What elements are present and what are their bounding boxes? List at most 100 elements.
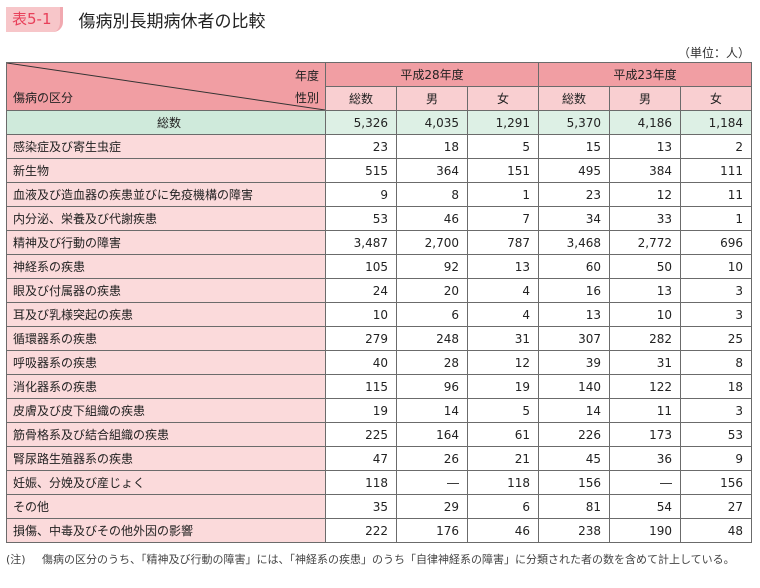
col-header: 女 [467, 86, 539, 111]
cell: 46 [467, 518, 539, 543]
col-header: 総数 [538, 86, 610, 111]
cell: 118 [325, 470, 397, 495]
table-row: 神経系の疾患 105 92 13 60 50 10 [6, 254, 752, 279]
cell: 173 [609, 422, 681, 447]
cell: 156 [538, 470, 610, 495]
cell: 18 [396, 134, 468, 159]
cell: 226 [538, 422, 610, 447]
cell: ― [609, 470, 681, 495]
table-row: 損傷、中毒及びその他外因の影響 222 176 46 238 190 48 [6, 518, 752, 543]
cell: 10 [325, 302, 397, 327]
cell: 176 [396, 518, 468, 543]
cell: ― [396, 470, 468, 495]
cell: 364 [396, 158, 468, 183]
cell: 60 [538, 254, 610, 279]
diagonal-line [7, 63, 325, 110]
cell: 1,291 [467, 110, 539, 135]
cell: 4,035 [396, 110, 468, 135]
cell: 6 [467, 494, 539, 519]
title-row: 表5-1 傷病別長期病休者の比較 [6, 6, 266, 32]
cell: 222 [325, 518, 397, 543]
cell: 307 [538, 326, 610, 351]
cell: 21 [467, 446, 539, 471]
cell: 105 [325, 254, 397, 279]
row-label: 消化器系の疾患 [6, 374, 326, 399]
row-label: 血液及び造血器の疾患並びに免疫機構の障害 [6, 182, 326, 207]
comparison-table: 年度 性別 傷病の区分 平成28年度 平成23年度 総数 男 女 総数 男 女 … [6, 62, 752, 543]
table-row: 眼及び付属器の疾患 24 20 4 16 13 3 [6, 278, 752, 303]
cell: 1 [467, 182, 539, 207]
cell: 23 [538, 182, 610, 207]
cell: 25 [680, 326, 752, 351]
cell: 31 [609, 350, 681, 375]
cell: 11 [680, 182, 752, 207]
page-title: 傷病別長期病休者の比較 [78, 11, 266, 32]
table-row: 内分泌、栄養及び代謝疾患 53 46 7 34 33 1 [6, 206, 752, 231]
table-row: 新生物 515 364 151 495 384 111 [6, 158, 752, 183]
cell: 46 [396, 206, 468, 231]
cell: 92 [396, 254, 468, 279]
cell: 787 [467, 230, 539, 255]
cell: 45 [538, 446, 610, 471]
cell: 7 [467, 206, 539, 231]
cell: 35 [325, 494, 397, 519]
cell: 696 [680, 230, 752, 255]
cell: 54 [609, 494, 681, 519]
row-label: 循環器系の疾患 [6, 326, 326, 351]
col-header: 男 [609, 86, 681, 111]
cell: 19 [467, 374, 539, 399]
cell: 61 [467, 422, 539, 447]
cell: 96 [396, 374, 468, 399]
row-label: その他 [6, 494, 326, 519]
cell: 39 [538, 350, 610, 375]
cell: 36 [609, 446, 681, 471]
cell: 4 [467, 302, 539, 327]
cell: 1,184 [680, 110, 752, 135]
table-row: 妊娠、分娩及び産じょく 118 ― 118 156 ― 156 [6, 470, 752, 495]
table-number-badge: 表5-1 [6, 6, 63, 32]
cell: 15 [538, 134, 610, 159]
cell: 164 [396, 422, 468, 447]
cell: 151 [467, 158, 539, 183]
cell: 4,186 [609, 110, 681, 135]
cell: 47 [325, 446, 397, 471]
row-label: 筋骨格系及び結合組織の疾患 [6, 422, 326, 447]
cell: 14 [538, 398, 610, 423]
cell: 3 [680, 278, 752, 303]
cell: 248 [396, 326, 468, 351]
cell: 14 [396, 398, 468, 423]
cell: 515 [325, 158, 397, 183]
table-row: 腎尿路生殖器系の疾患 47 26 21 45 36 9 [6, 446, 752, 471]
cell: 238 [538, 518, 610, 543]
cell: 1 [680, 206, 752, 231]
cell: 225 [325, 422, 397, 447]
cell: 13 [609, 278, 681, 303]
year-header-h28: 平成28年度 [325, 62, 539, 87]
cell: 53 [680, 422, 752, 447]
cell: 81 [538, 494, 610, 519]
cell: 5 [467, 398, 539, 423]
cell: 24 [325, 278, 397, 303]
row-label: 呼吸器系の疾患 [6, 350, 326, 375]
cell: 2 [680, 134, 752, 159]
col-header: 女 [680, 86, 752, 111]
cell: 19 [325, 398, 397, 423]
table-row: 消化器系の疾患 115 96 19 140 122 18 [6, 374, 752, 399]
total-row: 総数 5,326 4,035 1,291 5,370 4,186 1,184 [6, 110, 752, 135]
cell: 122 [609, 374, 681, 399]
cell: 12 [467, 350, 539, 375]
row-label: 耳及び乳様突起の疾患 [6, 302, 326, 327]
footnote: (注) 傷病の区分のうち、「精神及び行動の障害」には、「神経系の疾患」のうち「自… [6, 553, 742, 567]
row-label: 神経系の疾患 [6, 254, 326, 279]
cell: 33 [609, 206, 681, 231]
cell: 29 [396, 494, 468, 519]
cell: 16 [538, 278, 610, 303]
corner-header: 年度 性別 傷病の区分 [6, 62, 326, 111]
cell: 282 [609, 326, 681, 351]
cell: 10 [680, 254, 752, 279]
table-row: 呼吸器系の疾患 40 28 12 39 31 8 [6, 350, 752, 375]
row-label: 皮膚及び皮下組織の疾患 [6, 398, 326, 423]
cell: 50 [609, 254, 681, 279]
cell: 13 [538, 302, 610, 327]
table-row: 感染症及び寄生虫症 23 18 5 15 13 2 [6, 134, 752, 159]
